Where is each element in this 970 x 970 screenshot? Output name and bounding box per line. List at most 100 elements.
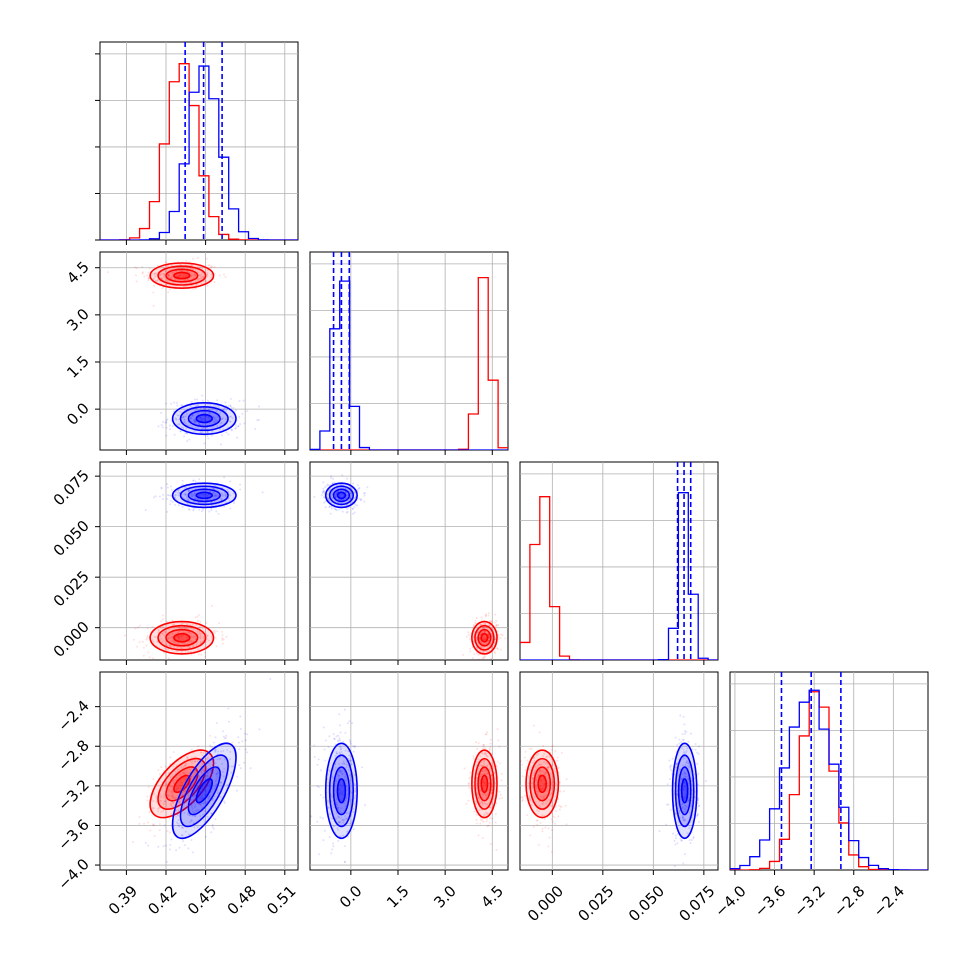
sample-point — [175, 815, 178, 818]
sample-point — [485, 794, 488, 797]
sample-point — [210, 769, 213, 772]
sample-point — [316, 763, 319, 766]
sample-point — [342, 489, 345, 492]
sample-point — [225, 736, 228, 739]
sample-point — [173, 433, 176, 436]
sample-point — [529, 799, 532, 802]
sample-point — [177, 774, 180, 777]
sample-point — [165, 419, 168, 422]
sample-point — [545, 762, 548, 765]
sample-point — [190, 400, 193, 403]
sample-point — [537, 774, 540, 777]
sample-point — [254, 427, 257, 430]
sample-point — [690, 805, 693, 808]
sample-point — [481, 759, 484, 762]
sample-point — [483, 802, 486, 805]
contour-blue — [336, 491, 347, 500]
sample-point — [188, 281, 191, 284]
panel-1-1 — [309, 251, 509, 451]
sample-point — [482, 778, 485, 781]
sample-point — [482, 638, 485, 641]
sample-point — [683, 752, 686, 755]
sample-point — [341, 790, 344, 793]
panel-plot-3-0 — [100, 672, 298, 870]
sample-point — [191, 803, 194, 806]
sample-point — [205, 622, 208, 625]
sample-point — [551, 764, 554, 767]
sample-point — [340, 747, 343, 750]
sample-point — [540, 789, 543, 792]
sample-point — [204, 415, 207, 418]
sample-point — [327, 806, 330, 809]
sample-point — [174, 494, 177, 497]
sample-point — [209, 501, 212, 504]
sample-point — [167, 637, 170, 640]
sample-point — [678, 742, 681, 745]
sample-point — [207, 408, 210, 411]
sample-point — [359, 499, 362, 502]
sample-point — [213, 630, 216, 633]
sample-point — [202, 813, 205, 816]
sample-point — [347, 750, 350, 753]
sample-point — [488, 767, 491, 770]
sample-point — [195, 641, 198, 644]
sample-point — [142, 654, 145, 657]
sample-point — [181, 647, 184, 650]
sample-point — [479, 802, 482, 805]
sample-point — [338, 816, 341, 819]
sample-point — [504, 637, 507, 640]
sample-point — [192, 635, 195, 638]
sample-point — [191, 264, 194, 267]
sample-point — [485, 768, 488, 771]
sample-point — [208, 795, 211, 798]
sample-point — [354, 790, 357, 793]
sample-point — [489, 746, 492, 749]
sample-point — [477, 834, 480, 837]
sample-point — [363, 804, 366, 807]
sample-point — [160, 411, 163, 414]
sample-point — [210, 509, 213, 512]
sample-point — [681, 738, 684, 741]
sample-point — [197, 279, 200, 282]
sample-point — [343, 818, 346, 821]
x-tick-label-3-3: −2.8 — [830, 882, 868, 920]
sample-point — [152, 273, 155, 276]
sample-point — [340, 770, 343, 773]
sample-point — [204, 403, 207, 406]
sample-point — [199, 620, 202, 623]
sample-point — [342, 760, 345, 763]
sample-point — [219, 795, 222, 798]
sample-point — [694, 790, 697, 793]
sample-point — [165, 784, 168, 787]
sample-point — [182, 416, 185, 419]
sample-point — [202, 407, 205, 410]
sample-point — [480, 631, 483, 634]
sample-point — [336, 802, 339, 805]
sample-point — [681, 803, 684, 806]
sample-point — [335, 492, 338, 495]
panel-content — [100, 42, 928, 870]
sample-point — [215, 722, 218, 725]
sample-point — [353, 491, 356, 494]
sample-point — [192, 645, 195, 648]
sample-point — [169, 785, 172, 788]
sample-point — [156, 807, 159, 810]
sample-point — [535, 790, 538, 793]
sample-point — [231, 741, 234, 744]
sample-point — [222, 638, 225, 641]
sample-point — [194, 274, 197, 277]
sample-point — [498, 664, 500, 666]
contour-red — [165, 766, 199, 802]
sample-point — [542, 755, 545, 758]
sample-point — [478, 799, 481, 802]
sample-point — [165, 283, 168, 286]
density-fill-red — [173, 775, 190, 793]
sample-point — [480, 775, 483, 778]
sample-point — [177, 814, 180, 817]
sample-point — [536, 809, 539, 812]
sample-point — [193, 760, 196, 763]
sample-point — [326, 493, 329, 496]
sample-point — [206, 634, 209, 637]
sample-point — [472, 757, 475, 760]
panel-frames — [95, 41, 929, 875]
